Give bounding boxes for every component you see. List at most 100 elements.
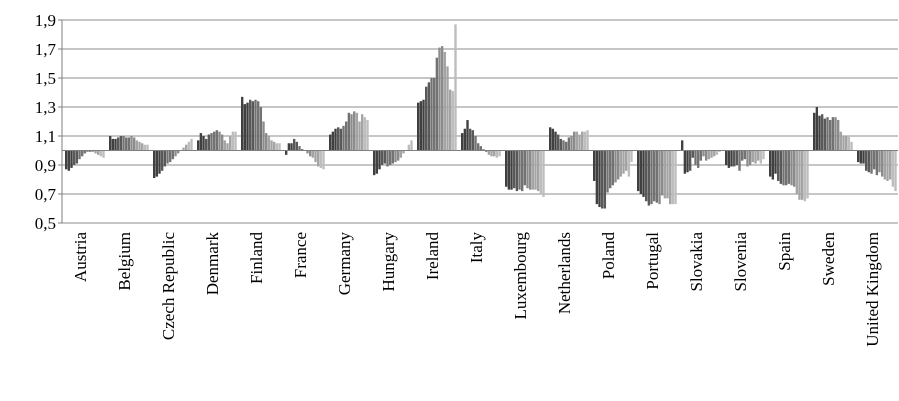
y-tick-label: 1,7: [35, 40, 57, 59]
bar: [815, 107, 819, 151]
bar: [867, 150, 871, 173]
bar: [891, 150, 895, 187]
bar: [446, 66, 449, 151]
bar: [490, 150, 493, 157]
bar: [505, 150, 508, 187]
gridlines: [62, 19, 898, 224]
bar: [419, 101, 423, 151]
bar: [265, 133, 268, 151]
x-category-label: Hungary: [379, 232, 398, 292]
bar: [158, 150, 161, 174]
bar: [86, 150, 89, 152]
bar: [518, 150, 521, 190]
bar: [697, 150, 700, 168]
bar: [202, 136, 205, 151]
bar: [234, 131, 237, 151]
bar: [694, 150, 697, 165]
bar: [443, 51, 447, 151]
bar: [331, 131, 335, 151]
bar: [493, 150, 496, 157]
bar: [859, 150, 863, 164]
bar: [554, 131, 557, 151]
bar: [894, 150, 897, 192]
bar: [386, 150, 389, 167]
bar: [507, 150, 511, 190]
bar: [759, 150, 763, 164]
bar: [155, 150, 159, 177]
bar: [886, 150, 889, 181]
bar: [826, 117, 829, 151]
bar: [842, 136, 845, 151]
bar: [619, 150, 623, 177]
bar: [707, 150, 711, 160]
bar: [190, 138, 193, 151]
bar: [883, 150, 887, 180]
bar: [617, 150, 620, 180]
bar: [749, 150, 752, 165]
bar: [466, 120, 469, 151]
bar: [661, 150, 664, 196]
bar: [221, 134, 224, 151]
bar: [355, 112, 359, 151]
bar: [653, 150, 656, 202]
bar: [639, 150, 643, 194]
bar: [782, 150, 785, 186]
bar: [837, 120, 840, 151]
bar: [119, 136, 123, 151]
bar: [575, 131, 579, 151]
bar: [177, 150, 180, 154]
bar: [257, 101, 260, 151]
bar: [578, 134, 581, 151]
bar: [754, 150, 757, 164]
bar: [285, 150, 288, 155]
y-tick-labels: 0,5 0,7 0,9 1,1 1,3 1,5 1,7 1,9: [35, 11, 57, 233]
x-category-label: Netherlands: [555, 232, 574, 314]
bar: [295, 141, 299, 151]
bar: [375, 150, 379, 174]
bar: [171, 150, 175, 160]
bar: [402, 150, 405, 154]
bar: [117, 137, 120, 151]
bar: [353, 111, 356, 151]
bar: [430, 78, 433, 151]
bar: [526, 150, 529, 189]
bar: [823, 118, 827, 151]
x-category-label: Spain: [775, 232, 794, 271]
bar: [702, 150, 705, 157]
bar: [143, 144, 147, 151]
bar: [474, 136, 477, 151]
bar: [573, 131, 576, 151]
bar: [97, 150, 100, 155]
bar: [790, 150, 793, 186]
bar: [65, 150, 68, 170]
bar: [317, 150, 320, 167]
bar: [718, 150, 721, 152]
bar: [166, 150, 169, 164]
bar: [603, 150, 607, 209]
bar: [779, 150, 783, 184]
bar: [751, 150, 755, 163]
bar: [454, 24, 457, 151]
x-category-label: Italy: [467, 232, 486, 264]
bar: [683, 150, 687, 174]
bar: [674, 150, 677, 205]
bar: [241, 96, 244, 151]
x-category-label: Slovenia: [731, 232, 750, 292]
bar: [865, 150, 868, 171]
bar: [223, 140, 227, 151]
bar: [78, 150, 81, 160]
bar: [513, 150, 516, 189]
bar: [531, 150, 535, 190]
bar: [417, 102, 420, 151]
bar: [347, 112, 351, 151]
bar: [67, 150, 71, 171]
bar: [231, 131, 235, 151]
bar: [647, 150, 651, 206]
bar: [83, 150, 87, 154]
bar: [738, 150, 741, 171]
bar: [410, 140, 413, 151]
bar: [521, 150, 524, 192]
bar: [75, 150, 79, 164]
bar: [461, 133, 464, 151]
bar: [290, 143, 293, 151]
